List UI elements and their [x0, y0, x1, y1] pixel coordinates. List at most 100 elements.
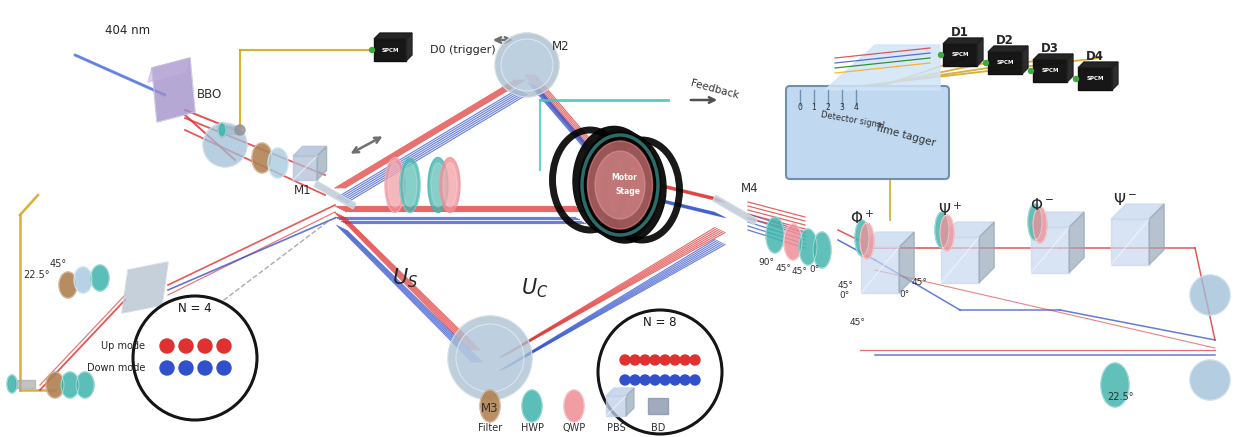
Polygon shape	[1030, 212, 1084, 227]
Circle shape	[630, 375, 640, 385]
Circle shape	[217, 339, 231, 353]
Text: 0°: 0°	[900, 290, 910, 299]
Ellipse shape	[861, 223, 874, 259]
Polygon shape	[1066, 54, 1073, 82]
Ellipse shape	[428, 157, 448, 212]
Polygon shape	[1030, 227, 1069, 273]
Polygon shape	[374, 33, 412, 39]
Circle shape	[179, 339, 193, 353]
Circle shape	[198, 339, 212, 353]
Polygon shape	[1033, 54, 1073, 60]
Ellipse shape	[940, 215, 954, 251]
Polygon shape	[293, 146, 326, 156]
Text: Motor: Motor	[611, 173, 637, 181]
Bar	[374, 39, 405, 61]
Text: PBS: PBS	[606, 423, 625, 433]
Polygon shape	[713, 195, 758, 225]
Polygon shape	[314, 181, 356, 209]
Ellipse shape	[74, 267, 92, 293]
Text: $\Phi^+$: $\Phi^+$	[849, 209, 874, 227]
Ellipse shape	[579, 130, 661, 240]
Polygon shape	[606, 388, 634, 396]
Text: SPCM: SPCM	[381, 48, 399, 52]
Circle shape	[160, 361, 174, 375]
Polygon shape	[1078, 62, 1118, 68]
Text: 22.5°: 22.5°	[1107, 392, 1133, 402]
Text: N = 8: N = 8	[644, 316, 677, 329]
Ellipse shape	[584, 133, 666, 243]
Polygon shape	[942, 38, 983, 44]
Ellipse shape	[448, 316, 532, 400]
Polygon shape	[1112, 62, 1118, 90]
Polygon shape	[977, 38, 983, 66]
Ellipse shape	[76, 372, 94, 398]
Ellipse shape	[60, 272, 77, 298]
Text: Up mode: Up mode	[100, 341, 145, 351]
Text: D1: D1	[951, 27, 968, 39]
Text: $\Psi^+$: $\Psi^+$	[937, 201, 962, 218]
Circle shape	[598, 310, 722, 434]
Ellipse shape	[236, 125, 246, 135]
Text: 1: 1	[812, 103, 816, 112]
Text: Time tagger: Time tagger	[873, 122, 936, 148]
Circle shape	[217, 361, 231, 375]
Ellipse shape	[268, 148, 288, 178]
Circle shape	[670, 375, 680, 385]
Ellipse shape	[522, 390, 542, 422]
Text: 45°: 45°	[775, 264, 791, 273]
Circle shape	[650, 375, 660, 385]
Text: BD: BD	[651, 423, 665, 433]
Polygon shape	[606, 396, 626, 416]
Polygon shape	[626, 388, 634, 416]
Ellipse shape	[784, 224, 802, 260]
Circle shape	[680, 355, 689, 365]
Text: 0°: 0°	[810, 265, 820, 274]
Ellipse shape	[564, 390, 584, 422]
Text: 0: 0	[797, 103, 802, 112]
Text: 22.5°: 22.5°	[22, 270, 50, 280]
Bar	[1078, 68, 1112, 90]
Circle shape	[660, 375, 670, 385]
Ellipse shape	[401, 157, 420, 212]
Ellipse shape	[1190, 360, 1230, 400]
Ellipse shape	[813, 232, 831, 268]
Polygon shape	[861, 247, 899, 293]
Circle shape	[1028, 69, 1033, 73]
Text: 0°: 0°	[839, 291, 851, 300]
Ellipse shape	[1028, 204, 1042, 240]
Polygon shape	[899, 232, 914, 293]
Ellipse shape	[799, 229, 817, 265]
Text: BBO: BBO	[197, 89, 222, 101]
Text: D3: D3	[1042, 42, 1059, 55]
Ellipse shape	[91, 265, 109, 291]
Bar	[988, 52, 1022, 74]
FancyBboxPatch shape	[786, 86, 949, 179]
Text: Filter: Filter	[477, 423, 502, 433]
Circle shape	[650, 355, 660, 365]
Text: D4: D4	[1086, 51, 1104, 63]
Text: 404 nm: 404 nm	[105, 24, 150, 37]
Polygon shape	[825, 45, 940, 90]
Polygon shape	[1022, 46, 1028, 74]
Circle shape	[620, 355, 630, 365]
Text: SPCM: SPCM	[951, 52, 968, 58]
Polygon shape	[293, 156, 317, 180]
Circle shape	[630, 355, 640, 365]
Text: 2: 2	[826, 103, 831, 112]
Ellipse shape	[403, 163, 417, 207]
Polygon shape	[1149, 204, 1164, 265]
Polygon shape	[1111, 204, 1164, 219]
Text: 45°: 45°	[913, 278, 928, 287]
Text: Stage: Stage	[615, 187, 641, 195]
Circle shape	[640, 355, 650, 365]
Polygon shape	[861, 232, 914, 247]
Polygon shape	[153, 58, 195, 122]
Text: SPCM: SPCM	[1086, 76, 1104, 81]
Text: N = 4: N = 4	[179, 302, 212, 315]
Text: $U_C$: $U_C$	[521, 276, 549, 300]
Ellipse shape	[432, 163, 445, 207]
Text: 45°: 45°	[837, 281, 853, 290]
Ellipse shape	[7, 375, 17, 393]
Circle shape	[939, 52, 944, 58]
Circle shape	[1074, 76, 1079, 81]
